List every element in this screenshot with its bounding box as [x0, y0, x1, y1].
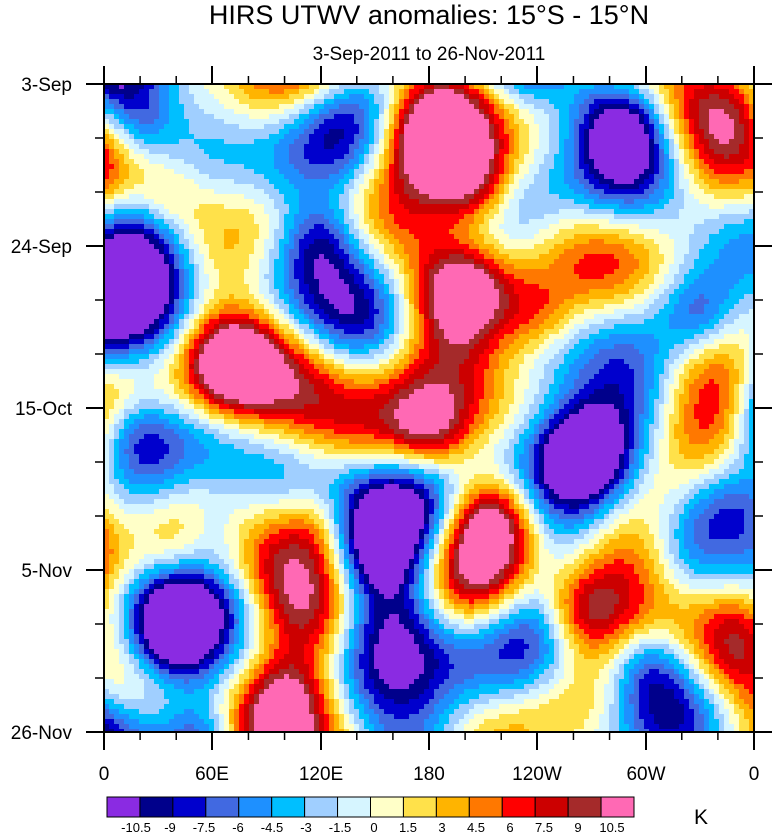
chart-subtitle: 3-Sep-2011 to 26-Nov-2011	[313, 44, 546, 65]
colorbar-label: 1.5	[399, 820, 417, 834]
x-tick-label: 60E	[195, 764, 229, 785]
colorbar-labels: -10.5 -9 -7.5 -6 -4.5 -3 -1.5 0 1.5 3 4.…	[121, 820, 624, 834]
colorbar-label: -3	[300, 820, 312, 834]
x-tick-label: 0	[99, 764, 110, 785]
y-tick-label: 24-Sep	[11, 237, 72, 258]
colorbar-label: -10.5	[121, 820, 151, 834]
colorbar-swatch	[205, 796, 240, 818]
x-axis-labels: 0 60E 120E 180 120W 60W 0	[99, 764, 760, 785]
y-tick-label: 3-Sep	[21, 75, 72, 96]
colorbar	[106, 796, 635, 818]
colorbar-label: -4.5	[261, 820, 283, 834]
colorbar-swatch	[238, 796, 273, 818]
x-tick-label: 0	[749, 764, 760, 785]
x-tick-label: 60W	[626, 764, 665, 785]
x-tick-label: 120W	[512, 764, 562, 785]
colorbar-swatch	[337, 796, 371, 818]
colorbar-swatch	[435, 796, 470, 818]
units-label: K	[694, 806, 708, 829]
colorbar-swatch	[139, 796, 174, 818]
y-axis-labels: 3-Sep 24-Sep 15-Oct 5-Nov 26-Nov	[11, 75, 73, 744]
y-tick-label: 15-Oct	[15, 399, 73, 420]
colorbar-label: 3	[438, 820, 445, 834]
anomaly-field	[104, 84, 754, 732]
colorbar-label: 7.5	[535, 820, 553, 834]
y-tick-label: 26-Nov	[11, 723, 73, 744]
colorbar-swatch	[534, 796, 569, 818]
y-tick-label: 5-Nov	[21, 561, 72, 582]
colorbar-swatch	[106, 796, 141, 818]
colorbar-swatch	[304, 796, 339, 818]
axis-ticks	[86, 66, 772, 750]
colorbar-label: 0	[370, 820, 377, 834]
x-tick-label: 120E	[299, 764, 343, 785]
chart-title: HIRS UTWV anomalies: 15°S - 15°N	[209, 0, 649, 30]
colorbar-label: 6	[506, 820, 513, 834]
colorbar-label: 9	[574, 820, 581, 834]
colorbar-label: 10.5	[599, 820, 624, 834]
colorbar-label: -1.5	[329, 820, 351, 834]
colorbar-label: -7.5	[193, 820, 215, 834]
colorbar-label: -9	[164, 820, 176, 834]
colorbar-swatch	[370, 796, 404, 818]
colorbar-swatch	[402, 796, 437, 818]
colorbar-label: -6	[232, 820, 244, 834]
colorbar-swatch	[501, 796, 536, 818]
colorbar-swatch	[567, 796, 602, 818]
colorbar-swatch	[600, 796, 635, 818]
colorbar-swatch	[271, 796, 306, 818]
colorbar-swatch	[468, 796, 503, 818]
colorbar-label: 4.5	[467, 820, 485, 834]
colorbar-swatch	[172, 796, 207, 818]
x-tick-label: 180	[413, 764, 445, 785]
